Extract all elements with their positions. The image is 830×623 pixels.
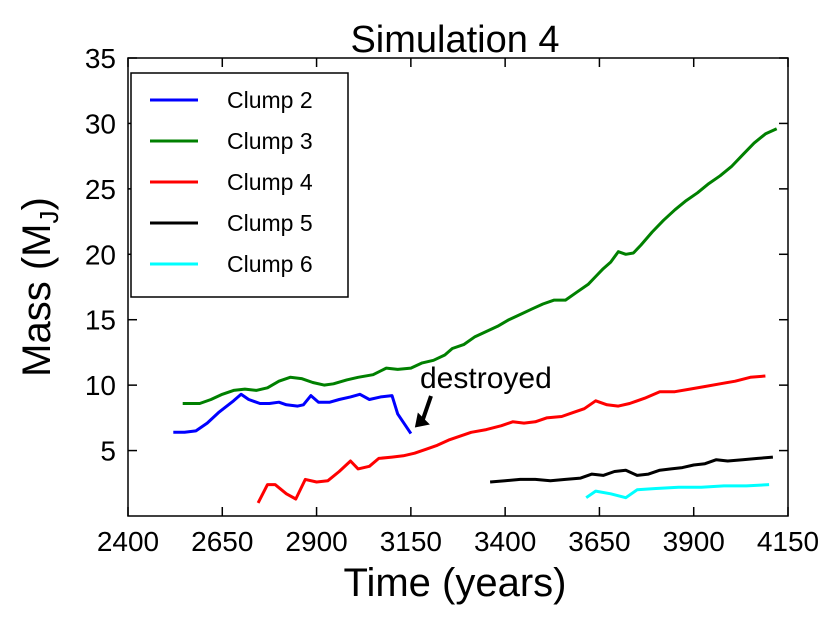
annotation-arrow-head [414,412,430,428]
series-line-clump-3 [182,127,778,405]
y-tick-label: 35 [85,43,116,74]
legend-label-clump-2: Clump 2 [227,87,313,113]
legend-label-clump-6: Clump 6 [227,251,313,277]
legend-label-clump-5: Clump 5 [227,210,313,236]
annotation-layer: destroyed [414,362,552,428]
y-axis-label: Mass (MJ) [15,197,64,377]
y-axis-label-subscript: J [34,211,64,224]
x-tick-label: 2650 [191,526,253,557]
y-tick-label: 30 [85,108,116,139]
series-line-clump-6 [585,483,770,500]
ticks-layer: 2400 2650 2900 3150 3400 3650 3900 4150 5 10 15 20 2… [85,43,819,557]
chart-title: Simulation 4 [350,19,559,61]
series-line-clump-4 [256,374,766,504]
axes-frame [127,57,789,517]
legend: Clump 2 Clump 3 Clump 4 Clump 5 Clump 6 [130,72,349,298]
series-line-clump-2 [173,392,413,435]
series-layer [173,127,778,504]
legend-label-clump-3: Clump 3 [227,128,313,154]
y-tick-label: 20 [85,239,116,270]
x-tick-label: 3400 [474,526,536,557]
y-axis-label-close: ) [15,197,59,210]
x-tick-label: 2400 [97,526,159,557]
y-tick-label: 5 [100,436,116,467]
legend-label-clump-4: Clump 4 [227,169,313,195]
plot-area-border [127,57,789,517]
y-axis-label-main: Mass (M [15,224,59,377]
x-tick-label: 3900 [663,526,725,557]
x-axis-label: Time (years) [344,561,567,605]
annotation-arrow-shaft [420,395,433,421]
y-tick-label: 25 [85,174,116,205]
annotation-destroyed-label: destroyed [420,362,552,395]
y-tick-label: 10 [85,370,116,401]
x-tick-label: 2900 [285,526,347,557]
x-tick-label: 4150 [757,526,819,557]
x-tick-label: 3650 [568,526,630,557]
legend-box [130,72,349,298]
x-tick-label: 3150 [380,526,442,557]
y-tick-label: 15 [85,305,116,336]
series-line-clump-5 [489,455,774,484]
